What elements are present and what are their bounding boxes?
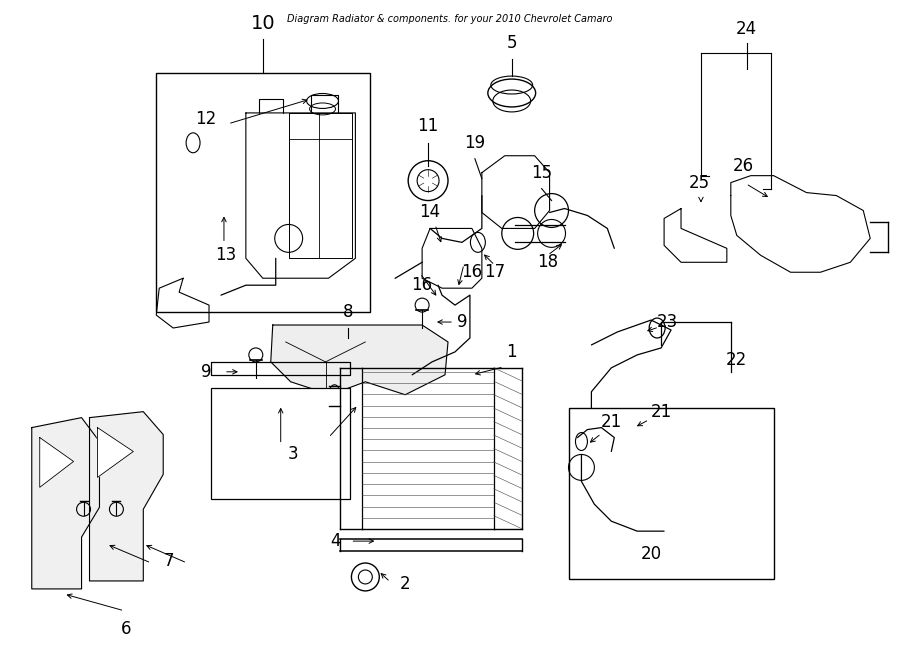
Text: 7: 7: [164, 552, 175, 570]
Text: 26: 26: [734, 157, 754, 175]
Text: 8: 8: [343, 303, 354, 321]
Text: 22: 22: [726, 351, 747, 369]
Text: 2: 2: [400, 575, 410, 593]
Text: 10: 10: [250, 14, 275, 33]
Text: 21: 21: [651, 403, 671, 420]
Text: 11: 11: [418, 117, 438, 135]
Polygon shape: [89, 412, 163, 581]
Text: 14: 14: [419, 204, 441, 221]
Text: 5: 5: [507, 34, 517, 52]
Text: 16: 16: [462, 263, 482, 281]
Text: 6: 6: [122, 620, 131, 638]
Text: 23: 23: [656, 313, 678, 331]
Text: 3: 3: [287, 446, 298, 463]
Text: 24: 24: [736, 20, 757, 38]
Polygon shape: [97, 428, 133, 477]
Text: 20: 20: [641, 545, 662, 563]
Text: 1: 1: [507, 343, 517, 361]
Polygon shape: [32, 418, 100, 589]
Text: 9: 9: [201, 363, 212, 381]
Bar: [157, 73, 370, 312]
Text: 4: 4: [330, 532, 341, 550]
Text: Diagram Radiator & components. for your 2010 Chevrolet Camaro: Diagram Radiator & components. for your …: [287, 15, 613, 24]
Bar: [570, 408, 774, 579]
Polygon shape: [271, 325, 448, 395]
Polygon shape: [40, 438, 74, 487]
Text: 21: 21: [600, 412, 622, 430]
Text: 12: 12: [195, 110, 217, 128]
Text: 15: 15: [531, 164, 553, 182]
Text: 13: 13: [215, 247, 237, 264]
Text: 25: 25: [688, 174, 709, 192]
Bar: [211, 388, 350, 499]
Text: 18: 18: [537, 253, 558, 271]
Text: 9: 9: [456, 313, 467, 331]
Text: 16: 16: [411, 276, 433, 294]
Text: 19: 19: [464, 134, 485, 152]
Text: 17: 17: [484, 263, 506, 281]
